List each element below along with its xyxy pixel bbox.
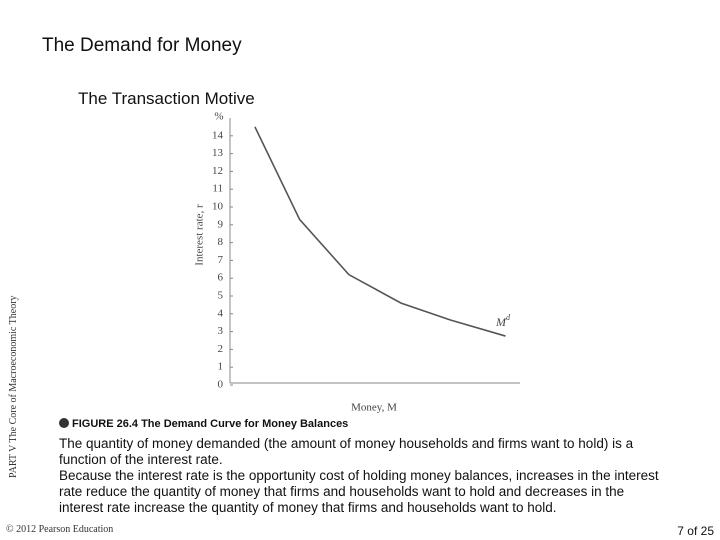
figure-caption-row: FIGURE 26.4 The Demand Curve for Money B… xyxy=(59,418,348,430)
y-tick-label: 3 xyxy=(218,325,224,337)
footer: © 2012 Pearson Education xyxy=(6,524,114,535)
y-tick-label: 6 xyxy=(218,272,224,284)
y-tick-label: 11 xyxy=(212,183,223,195)
y-tick-label: 9 xyxy=(218,218,224,230)
figure-icon xyxy=(59,418,69,428)
x-axis-label: Money, M xyxy=(351,402,397,414)
slide-title: The Demand for Money xyxy=(42,35,242,56)
y-axis-label: Interest rate, r xyxy=(194,204,206,266)
y-tick-label: 7 xyxy=(218,254,224,266)
page-number: 7 of 25 xyxy=(677,524,714,538)
y-tick-label: 10 xyxy=(212,201,224,213)
curve-label-sup: d xyxy=(506,313,511,322)
body-text: The quantity of money demanded (the amou… xyxy=(59,436,671,516)
y-tick-label: 1 xyxy=(218,361,224,373)
y-unit: % xyxy=(214,111,223,123)
paragraph: Because the interest rate is the opportu… xyxy=(59,468,659,515)
curve-label: Md xyxy=(495,313,511,329)
curve-label-base: M xyxy=(495,315,507,329)
y-tick-label: 13 xyxy=(212,147,224,159)
y-tick-label: 0 xyxy=(218,379,224,391)
y-tick-label: 2 xyxy=(218,343,224,355)
demand-curve xyxy=(254,126,506,337)
y-tick-label: 8 xyxy=(218,236,224,248)
y-tick-label: 14 xyxy=(212,129,224,141)
y-tick-label: 4 xyxy=(218,307,224,319)
figure-caption: FIGURE 26.4 The Demand Curve for Money B… xyxy=(72,418,349,430)
y-tick-label: 12 xyxy=(212,165,223,177)
paragraph: The quantity of money demanded (the amou… xyxy=(59,436,634,467)
y-tick-label: 5 xyxy=(218,290,224,302)
slide-subtitle: The Transaction Motive xyxy=(78,89,255,108)
